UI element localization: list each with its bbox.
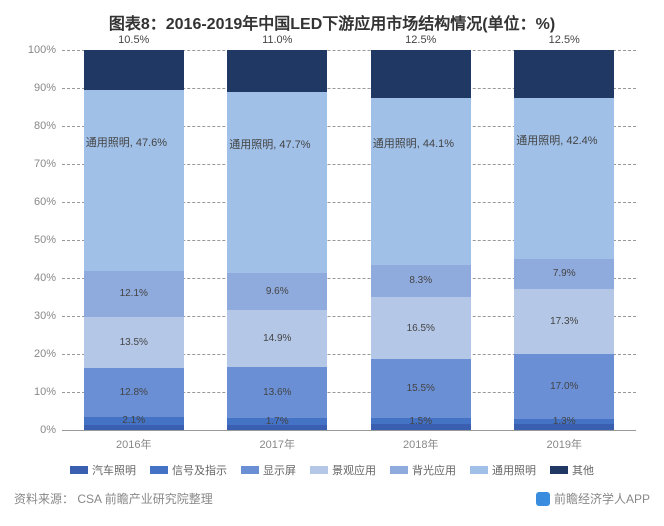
chart-title: 图表8：2016-2019年中国LED下游应用市场结构情况(单位：%) bbox=[18, 10, 646, 34]
segment-landscape: 14.9% bbox=[227, 310, 327, 367]
segment-backlight: 9.6% bbox=[227, 273, 327, 309]
top-label: 12.5% bbox=[405, 34, 436, 46]
plot-area: 0%10%20%30%40%50%60%70%80%90%100%10.5%12… bbox=[62, 50, 636, 430]
bar-2018年: 12.5%8.3%16.5%15.5%1.5%通用照明, 44.1% bbox=[371, 50, 471, 430]
general-label: 通用照明, 47.6% bbox=[86, 134, 167, 150]
legend-label: 景观应用 bbox=[332, 462, 376, 478]
segment-auto bbox=[84, 425, 184, 430]
segment-other bbox=[84, 50, 184, 90]
segment-backlight: 8.3% bbox=[371, 265, 471, 297]
y-tick-label: 100% bbox=[28, 44, 56, 56]
segment-auto bbox=[514, 424, 614, 430]
y-tick-label: 50% bbox=[34, 234, 56, 246]
general-label: 通用照明, 44.1% bbox=[373, 135, 454, 151]
segment-general bbox=[84, 90, 184, 271]
legend-swatch bbox=[150, 466, 168, 474]
y-tick-label: 60% bbox=[34, 196, 56, 208]
legend-swatch bbox=[550, 466, 568, 474]
x-tick-label: 2018年 bbox=[371, 436, 471, 452]
general-label: 通用照明, 42.4% bbox=[516, 132, 597, 148]
legend-label: 信号及指示 bbox=[172, 462, 227, 478]
brand-icon bbox=[536, 492, 550, 506]
segment-other bbox=[371, 50, 471, 98]
source-label: 资料来源： bbox=[14, 492, 74, 506]
x-tick-label: 2016年 bbox=[84, 436, 184, 452]
segment-signal: 2.1% bbox=[84, 417, 184, 425]
y-tick-label: 20% bbox=[34, 348, 56, 360]
segment-landscape: 17.3% bbox=[514, 289, 614, 355]
segment-backlight: 12.1% bbox=[84, 271, 184, 317]
top-label: 11.0% bbox=[262, 34, 292, 46]
general-label: 通用照明, 47.7% bbox=[229, 136, 310, 152]
legend-item-backlight: 背光应用 bbox=[390, 462, 456, 478]
legend-label: 汽车照明 bbox=[92, 462, 136, 478]
segment-display: 12.8% bbox=[84, 368, 184, 417]
segment-label: 7.9% bbox=[553, 268, 576, 279]
segment-label: 12.8% bbox=[120, 387, 148, 398]
legend-label: 其他 bbox=[572, 462, 594, 478]
legend-item-general: 通用照明 bbox=[470, 462, 536, 478]
brand: 前瞻经济学人APP bbox=[536, 490, 650, 507]
segment-auto bbox=[227, 425, 327, 430]
y-tick-label: 0% bbox=[40, 424, 56, 436]
segment-label: 12.1% bbox=[120, 288, 148, 299]
y-tick-label: 80% bbox=[34, 120, 56, 132]
legend-swatch bbox=[390, 466, 408, 474]
legend-item-landscape: 景观应用 bbox=[310, 462, 376, 478]
top-label: 12.5% bbox=[549, 34, 580, 46]
segment-label: 15.5% bbox=[407, 383, 435, 394]
bar-2017年: 11.0%9.6%14.9%13.6%1.7%通用照明, 47.7% bbox=[227, 50, 327, 430]
segment-general bbox=[371, 98, 471, 266]
segment-label: 13.6% bbox=[263, 387, 291, 398]
x-axis: 2016年 2017年 2018年 2019年 bbox=[62, 436, 636, 452]
segment-other bbox=[514, 50, 614, 98]
legend-label: 背光应用 bbox=[412, 462, 456, 478]
segment-label: 9.6% bbox=[266, 286, 289, 297]
segment-label: 17.0% bbox=[550, 381, 578, 392]
x-tick-label: 2019年 bbox=[514, 436, 614, 452]
segment-label: 17.3% bbox=[550, 316, 578, 327]
x-tick-label: 2017年 bbox=[227, 436, 327, 452]
bars-group: 10.5%12.1%13.5%12.8%2.1%通用照明, 47.6%11.0%… bbox=[62, 50, 636, 430]
segment-landscape: 16.5% bbox=[371, 297, 471, 360]
gridline bbox=[62, 430, 636, 431]
segment-label: 14.9% bbox=[263, 333, 291, 344]
legend-label: 通用照明 bbox=[492, 462, 536, 478]
source-text: CSA 前瞻产业研究院整理 bbox=[77, 492, 212, 506]
legend-item-other: 其他 bbox=[550, 462, 594, 478]
legend-item-display: 显示屏 bbox=[241, 462, 296, 478]
legend-item-signal: 信号及指示 bbox=[150, 462, 227, 478]
legend-swatch bbox=[241, 466, 259, 474]
segment-auto bbox=[371, 424, 471, 430]
legend-label: 显示屏 bbox=[263, 462, 296, 478]
top-label: 10.5% bbox=[118, 34, 149, 46]
segment-label: 8.3% bbox=[409, 275, 432, 286]
y-tick-label: 70% bbox=[34, 158, 56, 170]
segment-label: 16.5% bbox=[407, 323, 435, 334]
legend: 汽车照明 信号及指示 显示屏 景观应用 背光应用 通用照明 其他 bbox=[18, 462, 646, 478]
legend-swatch bbox=[70, 466, 88, 474]
legend-swatch bbox=[310, 466, 328, 474]
segment-display: 17.0% bbox=[514, 354, 614, 419]
y-tick-label: 10% bbox=[34, 386, 56, 398]
bar-2016年: 10.5%12.1%13.5%12.8%2.1%通用照明, 47.6% bbox=[84, 50, 184, 430]
legend-swatch bbox=[470, 466, 488, 474]
y-tick-label: 90% bbox=[34, 82, 56, 94]
footer: 资料来源： CSA 前瞻产业研究院整理 前瞻经济学人APP bbox=[0, 484, 664, 513]
segment-general bbox=[227, 92, 327, 273]
chart-container: 图表8：2016-2019年中国LED下游应用市场结构情况(单位：%) 0%10… bbox=[0, 0, 664, 484]
segment-display: 13.6% bbox=[227, 367, 327, 419]
y-tick-label: 30% bbox=[34, 310, 56, 322]
segment-landscape: 13.5% bbox=[84, 317, 184, 368]
segment-backlight: 7.9% bbox=[514, 259, 614, 289]
segment-other bbox=[227, 50, 327, 92]
brand-text: 前瞻经济学人APP bbox=[554, 490, 650, 507]
y-tick-label: 40% bbox=[34, 272, 56, 284]
segment-label: 13.5% bbox=[120, 337, 148, 348]
legend-item-auto: 汽车照明 bbox=[70, 462, 136, 478]
segment-display: 15.5% bbox=[371, 359, 471, 418]
bar-2019年: 12.5%7.9%17.3%17.0%1.3%通用照明, 42.4% bbox=[514, 50, 614, 430]
segment-general bbox=[514, 98, 614, 259]
source: 资料来源： CSA 前瞻产业研究院整理 bbox=[14, 490, 213, 507]
